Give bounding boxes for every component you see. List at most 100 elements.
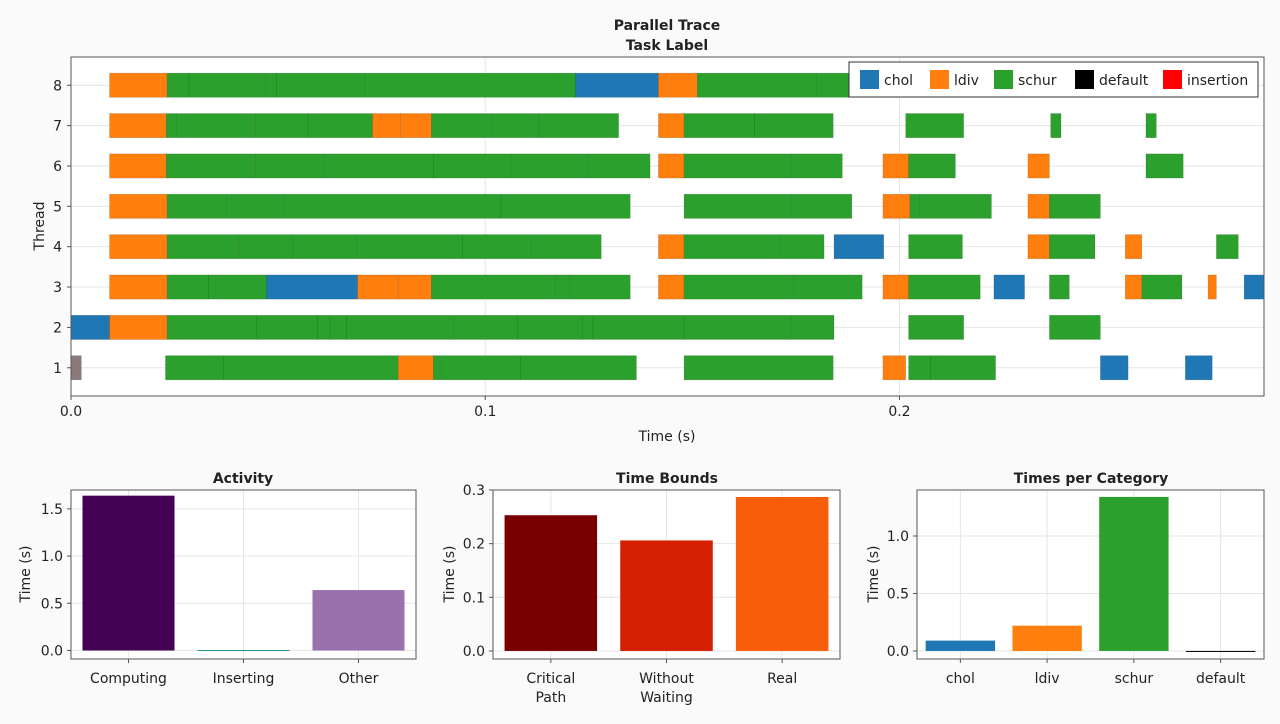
task-bar-chol (266, 274, 358, 300)
x-tick-label: schur (1115, 671, 1154, 687)
task-bar-schur (683, 355, 834, 381)
y-tick-label: 0.0 (41, 644, 63, 660)
times-per-category-chart: Times per Category 0.0 0.5 1.0 chol ldiv schu… (866, 471, 1265, 687)
task-bar-schur (530, 234, 602, 260)
activity-title: Activity (213, 471, 273, 487)
gantt-subtitle: Task Label (626, 38, 708, 54)
task-bar-ldiv (397, 274, 432, 300)
task-bar-ldiv (1027, 153, 1050, 179)
task-bar-schur (908, 314, 964, 340)
task-bar-schur (188, 72, 266, 98)
gantt-y-tick-label: 8 (53, 78, 62, 94)
task-bar-schur (346, 314, 455, 340)
gantt-y-tick-label: 6 (53, 159, 62, 175)
task-bar-schur (356, 234, 463, 260)
bar-chol (925, 640, 996, 651)
gantt-y-tick-label: 1 (53, 361, 62, 377)
task-bar-schur (517, 314, 583, 340)
category-plot-area (917, 490, 1264, 659)
task-bar-schur (520, 355, 637, 381)
task-bar-schur (1050, 113, 1062, 139)
task-bar-schur (683, 314, 793, 340)
task-bar-schur (255, 113, 309, 139)
task-bar-schur (569, 274, 631, 300)
category-title: Times per Category (1014, 471, 1169, 487)
x-tick-label: Computing (90, 671, 167, 687)
task-bar-schur (683, 193, 793, 219)
x-tick-label: Other (339, 671, 379, 687)
task-bar-schur (683, 113, 755, 139)
task-bar-schur (683, 274, 795, 300)
y-tick-label: 0.5 (41, 596, 63, 612)
legend-swatch-schur (994, 70, 1013, 89)
legend-swatch-chol (860, 70, 879, 89)
task-bar-ldiv (357, 274, 399, 300)
time-bounds-bars (504, 496, 829, 651)
category-y-label: Time (s) (866, 546, 882, 604)
task-bar-schur (166, 314, 257, 340)
task-bar-ldiv (658, 234, 685, 260)
task-bar-schur (1049, 274, 1070, 300)
legend-label-ldiv: ldiv (954, 73, 979, 89)
gantt-y-tick-label: 2 (53, 320, 62, 336)
gantt-x-tick-label: 0.2 (888, 404, 910, 420)
task-bar-schur (238, 234, 293, 260)
task-bar-schur (223, 355, 399, 381)
task-bar-schur (329, 314, 347, 340)
task-bar-schur (433, 355, 443, 381)
task-bar-ldiv (109, 314, 168, 340)
legend-label-default: default (1099, 73, 1149, 89)
task-bar-schur (791, 193, 853, 219)
gantt-x-tick-label: 0.1 (474, 404, 496, 420)
bar-real (735, 496, 829, 651)
task-bar-ldiv (1027, 234, 1050, 260)
x-tick-label-line: Computing (90, 671, 167, 687)
gantt-y-label: Thread (32, 202, 48, 252)
legend-label-insertion: insertion (1187, 73, 1248, 89)
gantt-y-tick-label: 5 (53, 199, 62, 215)
parallel-trace-chart: Parallel Trace Task Label 0.0 0.1 0.2 1 2 3 4… (32, 18, 1265, 445)
bar-critical-path (504, 515, 598, 651)
task-bar-ldiv (109, 193, 168, 219)
bar-ldiv (1012, 625, 1082, 651)
legend-swatch-insertion (1163, 70, 1182, 89)
task-bar-schur (908, 234, 963, 260)
task-bar-schur (754, 113, 834, 139)
task-bar-other (70, 355, 82, 381)
task-bar-ldiv (882, 355, 906, 381)
bar-other (312, 590, 405, 651)
task-bar-schur (816, 72, 851, 98)
y-tick-label: 1.0 (41, 549, 63, 565)
task-bar-chol (833, 234, 885, 260)
bar-schur (1099, 496, 1169, 651)
task-bar-schur (908, 274, 981, 300)
task-bar-schur (905, 113, 964, 139)
task-bar-ldiv (658, 153, 685, 179)
time-bounds-title: Time Bounds (616, 471, 718, 487)
task-bar-schur (683, 234, 781, 260)
task-bar-ldiv (109, 234, 168, 260)
task-bar-schur (176, 113, 256, 139)
task-bar-schur (683, 153, 793, 179)
gantt-x-tick-label: 0.0 (60, 404, 82, 420)
task-bar-schur (538, 113, 619, 139)
task-bar-schur (919, 193, 992, 219)
bar-without-waiting (620, 540, 713, 651)
task-bar-schur (791, 153, 843, 179)
time-bounds-chart: Time Bounds 0.0 0.1 0.2 0.3 Critical Path With… (442, 471, 841, 706)
task-bar-schur (791, 314, 835, 340)
bar-computing (82, 495, 175, 651)
category-frame (916, 489, 1265, 660)
task-bar-ldiv (397, 355, 434, 381)
legend-swatch-ldiv (930, 70, 949, 89)
task-bar-schur (433, 153, 513, 179)
gantt-x-label: Time (s) (638, 429, 696, 445)
x-tick-label-line: ldiv (1035, 671, 1060, 687)
time-bounds-y-label: Time (s) (442, 546, 458, 604)
task-bar-chol (70, 314, 110, 340)
task-bar-ldiv (882, 193, 911, 219)
x-tick-label-line: Inserting (213, 671, 275, 687)
task-bar-ldiv (1207, 274, 1217, 300)
task-bar-schur (208, 274, 267, 300)
